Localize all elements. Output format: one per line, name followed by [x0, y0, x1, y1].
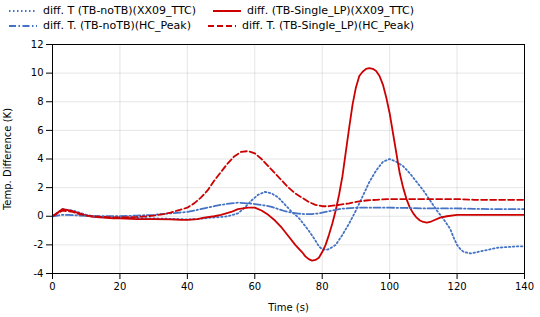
svg-text:0: 0: [49, 281, 55, 292]
svg-text:2: 2: [37, 182, 43, 193]
html-text:diff. T. (TB-noTB)(HC_Peak): diff. T. (TB-noTB)(HC_Peak): [43, 19, 191, 32]
svg-text:20: 20: [114, 281, 127, 292]
svg-text:60: 60: [248, 281, 261, 292]
svg-text:100: 100: [380, 281, 399, 292]
svg-text:0: 0: [37, 210, 43, 221]
svg-text:6: 6: [37, 125, 43, 136]
svg-text:120: 120: [448, 281, 467, 292]
svg-text:140: 140: [515, 281, 534, 292]
html-text:diff. T. (TB-Single_LP)(HC_Pea: diff. T. (TB-Single_LP)(HC_Peak): [242, 19, 414, 32]
svg-text:Time (s): Time (s): [267, 302, 309, 313]
svg-text:-4: -4: [34, 268, 44, 279]
svg-text:4: 4: [37, 153, 43, 164]
svg-text:12: 12: [31, 39, 44, 50]
svg-text:40: 40: [181, 281, 194, 292]
svg-text:10: 10: [31, 67, 44, 78]
svg-text:Temp. Difference (K): Temp. Difference (K): [2, 108, 13, 211]
svg-text:80: 80: [316, 281, 329, 292]
svg-text:8: 8: [37, 96, 43, 107]
html-text:diff. (TB-Single_LP)(XX09_TTC): diff. (TB-Single_LP)(XX09_TTC): [247, 4, 414, 17]
html-text:diff. T (TB-noTB)(XX09_TTC): diff. T (TB-noTB)(XX09_TTC): [43, 4, 196, 17]
svg-text:-2: -2: [34, 239, 44, 250]
